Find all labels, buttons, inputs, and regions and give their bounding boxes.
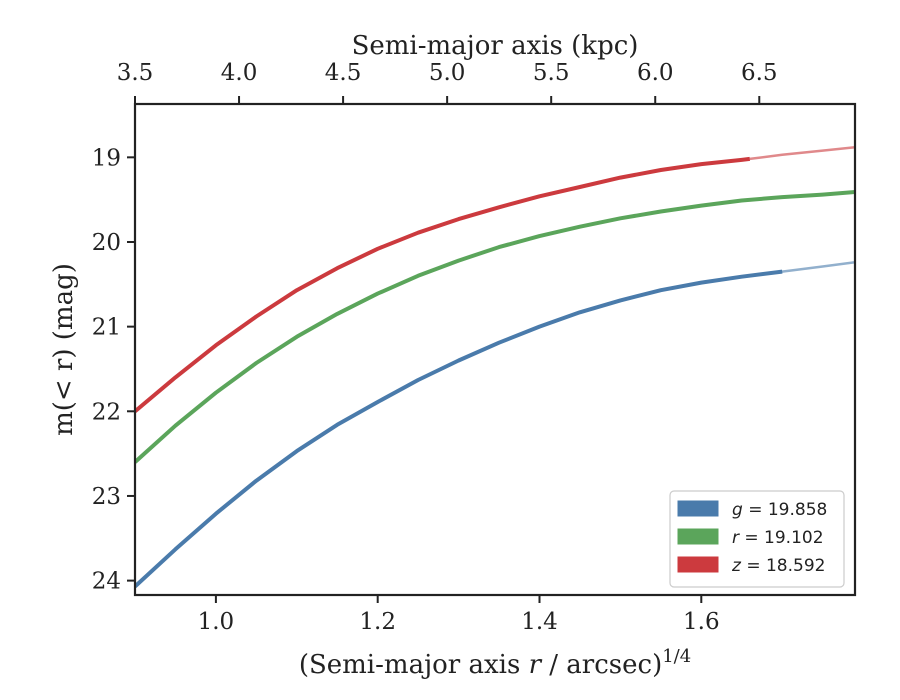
chart-marks: 1.0 1.2 1.4 1.6 3.5 4.0 4.5 5.0 5.5 6.0 6.5 19 20 21 2…: [49, 31, 857, 680]
legend-label-r: r = 19.102: [732, 528, 824, 548]
y-axis-title: m(< r) (mag): [49, 263, 79, 436]
x-axis-title: (Semi-major axis r / arcsec)1/4: [299, 646, 691, 680]
top-x-tick-label: 6.5: [741, 60, 778, 86]
legend-label-g: g = 19.858: [732, 500, 827, 520]
legend-swatch-r: [677, 528, 719, 545]
top-x-tick-label: 4.0: [221, 60, 258, 86]
top-x-tick-label: 4.5: [325, 60, 362, 86]
x-tick-label: 1.6: [683, 609, 720, 635]
y-tick-label: 22: [92, 399, 121, 425]
legend-swatch-g: [677, 500, 719, 517]
y-tick-label: 20: [92, 230, 121, 256]
series-z-line: [135, 156, 751, 413]
y-tick-label: 24: [92, 569, 121, 595]
y-tick-label: 21: [92, 315, 121, 341]
y-tick-label: 23: [92, 484, 121, 510]
legend-label-z: z = 18.592: [731, 556, 825, 576]
x-tick-label: 1.0: [198, 609, 235, 635]
top-x-tick-label: 6.0: [637, 60, 674, 86]
legend-swatch-z: [677, 556, 719, 573]
x-tick-label: 1.4: [521, 609, 558, 635]
series-z-extrapolated-line: [749, 145, 855, 161]
x-tick-label: 1.2: [359, 609, 396, 635]
top-x-tick-label: 3.5: [117, 60, 154, 86]
top-x-tick-label: 5.0: [429, 60, 466, 86]
series-g-line: [135, 269, 783, 588]
top-x-axis-title: Semi-major axis (kpc): [352, 31, 639, 61]
series-r-line: [135, 190, 855, 464]
top-x-tick-label: 5.5: [533, 60, 570, 86]
y-tick-label: 19: [92, 145, 121, 171]
plot-frame: [133, 102, 857, 597]
